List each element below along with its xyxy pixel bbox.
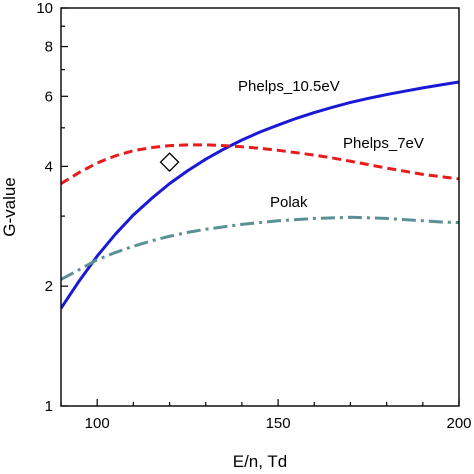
diamond-marker [159, 152, 180, 173]
x-axis-title: E/n, Td [233, 452, 288, 471]
series-line-phelps-10-5ev [61, 80, 459, 310]
y-tick-label: 10 [36, 0, 53, 17]
y-axis-title: G-value [0, 177, 19, 237]
x-tick-label: 200 [446, 415, 471, 432]
x-axis: 100 150 200 [60, 399, 472, 432]
y-tick-label: 4 [45, 158, 53, 175]
series-labels: Phelps_10.5eV Phelps_7eV Polak [238, 78, 424, 211]
plot-frame [60, 7, 460, 407]
series-label-phelps-7ev: Phelps_7eV [343, 135, 424, 152]
series-line-phelps-7ev [61, 143, 459, 185]
y-tick-label: 8 [45, 39, 53, 56]
y-tick-label: 6 [45, 88, 53, 105]
x-tick-label: 150 [266, 415, 291, 432]
series-label-polak: Polak [270, 194, 308, 211]
y-tick-label: 1 [45, 398, 53, 415]
series-label-phelps-10-5ev: Phelps_10.5eV [238, 78, 340, 95]
y-tick-label: 2 [45, 278, 53, 295]
plot-border [60, 7, 460, 407]
x-tick-label: 100 [85, 415, 110, 432]
markers [159, 152, 180, 173]
series-line-polak [61, 215, 459, 281]
series-lines [61, 80, 459, 310]
y-axis: 1 2 4 6 8 10 [36, 0, 68, 415]
